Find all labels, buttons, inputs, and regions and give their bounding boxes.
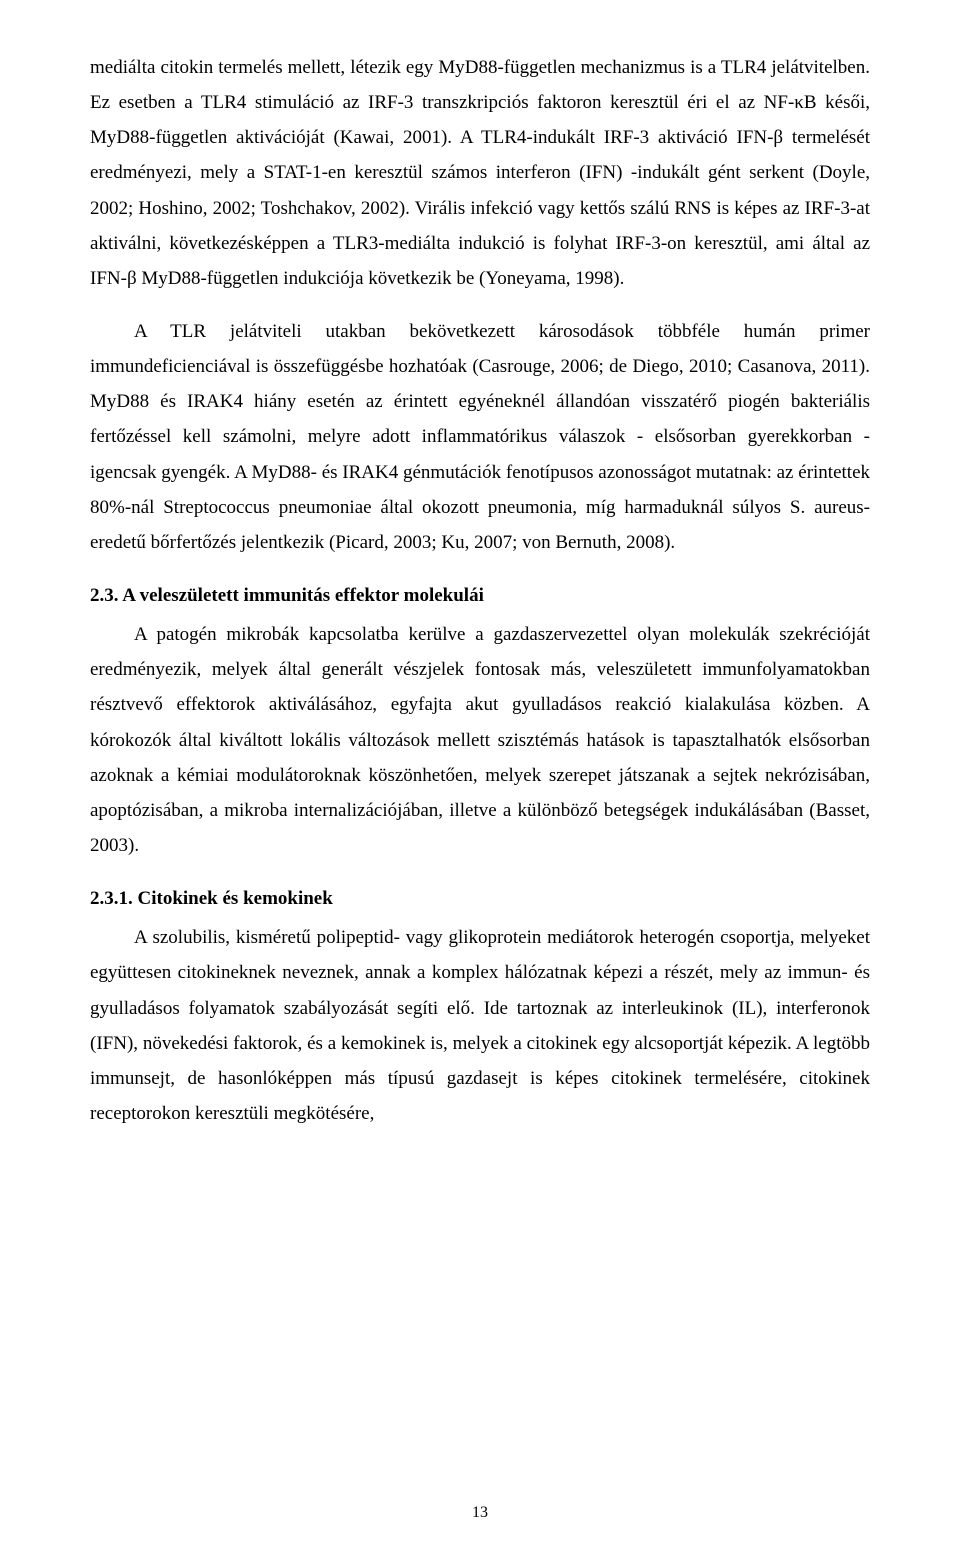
document-page: mediálta citokin termelés mellett, létez… <box>0 0 960 1550</box>
page-number: 13 <box>0 1504 960 1522</box>
paragraph-4: A szolubilis, kisméretű polipeptid- vagy… <box>90 920 870 1131</box>
paragraph-2: A TLR jelátviteli utakban bekövetkezett … <box>90 314 870 560</box>
paragraph-1: mediálta citokin termelés mellett, létez… <box>90 50 870 296</box>
section-heading-2-3-1: 2.3.1. Citokinek és kemokinek <box>90 881 870 916</box>
paragraph-3: A patogén mikrobák kapcsolatba kerülve a… <box>90 617 870 863</box>
section-heading-2-3: 2.3. A veleszületett immunitás effektor … <box>90 578 870 613</box>
